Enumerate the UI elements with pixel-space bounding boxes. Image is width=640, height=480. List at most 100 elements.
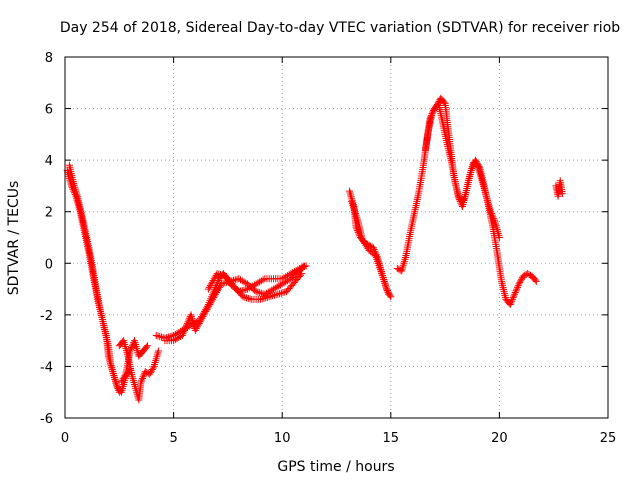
data-point-marker — [532, 277, 540, 285]
series-track-1 — [63, 166, 134, 396]
data-point-marker — [427, 113, 435, 121]
data-point-marker — [276, 290, 284, 298]
data-point-marker — [213, 270, 221, 278]
data-point-marker — [440, 98, 448, 106]
y-tick-label: 6 — [45, 103, 53, 118]
data-point-marker — [260, 294, 268, 302]
data-point-marker — [144, 342, 152, 350]
data-point-marker — [277, 289, 285, 297]
x-tick-label: 20 — [491, 431, 508, 446]
data-point-marker — [108, 366, 116, 374]
data-point-marker — [347, 193, 355, 201]
data-point-marker — [298, 270, 306, 278]
data-point-marker — [182, 323, 190, 331]
data-point-marker — [490, 215, 498, 223]
data-point-marker — [513, 285, 521, 293]
data-point-marker — [118, 376, 126, 384]
series-track-4 — [117, 337, 152, 386]
data-point-marker — [181, 325, 189, 333]
data-point-marker — [131, 380, 139, 388]
data-point-marker — [267, 292, 275, 300]
data-point-marker — [300, 262, 308, 270]
grid-lines — [65, 57, 608, 418]
x-tick-label: 15 — [383, 431, 400, 446]
x-tick-label: 25 — [600, 431, 617, 446]
data-point-marker — [166, 333, 174, 341]
data-point-marker — [221, 279, 229, 287]
data-point-marker — [180, 326, 188, 334]
series-track-7 — [204, 270, 306, 303]
data-point-marker — [400, 259, 408, 267]
data-point-marker — [244, 294, 252, 302]
data-point-marker — [369, 244, 377, 252]
data-point-marker — [258, 295, 266, 303]
data-point-marker — [120, 373, 128, 381]
y-tick-label: 8 — [45, 51, 53, 66]
data-point-marker — [152, 331, 160, 339]
data-point-marker — [183, 319, 191, 327]
data-point-marker — [511, 289, 519, 297]
data-point-marker — [164, 333, 172, 341]
data-point-marker — [107, 362, 115, 370]
series-track-5 — [152, 262, 310, 342]
data-point-marker — [138, 376, 146, 384]
y-tick-label: 2 — [45, 206, 53, 221]
data-point-marker — [137, 378, 145, 386]
data-point-marker — [142, 343, 150, 351]
y-tick-label: -6 — [40, 412, 53, 427]
data-point-marker — [154, 347, 162, 355]
data-point-marker — [506, 301, 514, 309]
data-point-marker — [456, 197, 464, 205]
data-point-marker — [427, 111, 435, 119]
data-point-marker — [385, 290, 393, 298]
data-point-marker — [525, 270, 533, 278]
data-point-marker — [128, 344, 136, 352]
data-point-marker — [130, 379, 138, 387]
data-point-marker — [517, 277, 525, 285]
data-point-marker — [147, 369, 155, 377]
data-point-marker — [109, 368, 117, 376]
data-point-marker — [147, 367, 155, 375]
data-point-marker — [401, 253, 409, 261]
data-point-marker — [514, 282, 522, 290]
data-point-marker — [263, 293, 271, 301]
data-point-marker — [518, 275, 526, 283]
data-point-marker — [178, 331, 186, 339]
data-point-marker — [153, 353, 161, 361]
data-point-marker — [129, 377, 137, 385]
data-point-marker — [558, 190, 566, 198]
data-point-marker — [346, 189, 354, 197]
data-point-marker — [243, 294, 251, 302]
data-point-marker — [241, 293, 249, 301]
x-axis-label: GPS time / hours — [277, 459, 394, 475]
data-point-marker — [119, 375, 127, 383]
data-point-marker — [299, 263, 307, 271]
data-point-marker — [152, 355, 160, 363]
data-point-marker — [154, 349, 162, 357]
data-point-marker — [148, 366, 156, 374]
data-point-marker — [489, 213, 497, 221]
data-point-marker — [233, 275, 241, 283]
data-point-marker — [428, 110, 436, 118]
data-point-marker — [109, 370, 117, 378]
data-point-marker — [488, 211, 496, 219]
data-point-marker — [508, 297, 516, 305]
data-point-marker — [108, 364, 116, 372]
data-point-marker — [180, 328, 188, 336]
y-axis-ticks: -6 -4 -2 0 2 4 6 8 — [40, 51, 608, 427]
data-point-marker — [154, 332, 162, 340]
y-tick-label: 0 — [45, 257, 53, 272]
data-point-marker — [219, 279, 227, 287]
data-point-marker — [127, 345, 135, 353]
data-point-marker — [111, 375, 119, 383]
data-point-marker — [139, 373, 147, 381]
data-point-marker — [254, 288, 262, 296]
data-point-marker — [511, 290, 519, 298]
data-point-marker — [430, 106, 438, 114]
data-point-marker — [156, 333, 164, 341]
data-point-marker — [509, 294, 517, 302]
data-point-marker — [262, 294, 270, 302]
data-point-marker — [251, 286, 259, 294]
data-point-marker — [495, 234, 503, 241]
